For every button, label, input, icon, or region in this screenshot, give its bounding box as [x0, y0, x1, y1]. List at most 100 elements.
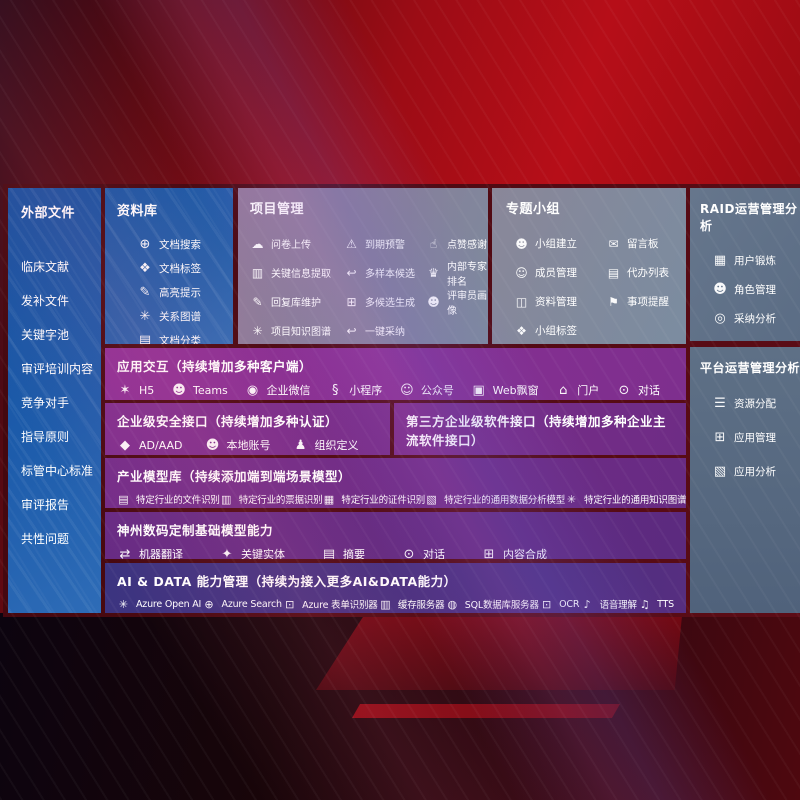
feature-label: 文档搜索: [159, 238, 201, 251]
tag-icon: ❖: [516, 323, 527, 338]
panel-project-management: 项目管理 ☁ 问卷上传 ⚠ 到期预警 ☝ 点赞感谢 ▥ 关键信息提取 ↩ 多样本…: [238, 188, 488, 344]
feature-item: ⊞ 内容合成: [481, 546, 547, 560]
feature-label: 本地账号: [226, 439, 271, 452]
feature-item: ▦ 用户锻炼: [712, 246, 800, 275]
feature-item: ☺ 公众号: [399, 382, 454, 398]
feature-item: ⊡ Azure 表单识别器: [283, 597, 378, 612]
list-item: 发补文件: [21, 283, 101, 317]
pencil-icon: ✎: [252, 294, 263, 309]
feature-label: Azure Search: [221, 598, 283, 610]
industry-list: ▤ 特定行业的文件识别 ▥ 特定行业的票据识别 ▦ 特定行业的证件识别 ▧ 特定…: [117, 492, 686, 507]
feature-item: ♪ 语音理解: [581, 597, 637, 612]
feature-label: 应用分析: [734, 465, 776, 478]
feature-item: ↗ 问题趋势: [712, 333, 800, 341]
content-compose-icon: ⊞: [483, 546, 495, 560]
external-files-list: 临床文献 发补文件 关键字池 审评培训内容 竞争对手 指导原则 标管中心标准 审…: [21, 249, 101, 555]
feature-item: ⊕ 文档搜索: [137, 232, 233, 256]
feature-label: 一键采纳: [365, 327, 405, 338]
cache-server-icon: ▥: [380, 597, 391, 611]
doc-extract-icon: ▥: [251, 265, 264, 280]
list-item-label: 竞争对手: [21, 395, 70, 410]
list-item: 关键字池: [21, 317, 101, 351]
list-item-label: 发补文件: [21, 293, 70, 308]
feature-label: 问卷上传: [271, 240, 311, 251]
openai-icon: ✳: [118, 597, 129, 611]
feature-label: 留言板: [627, 238, 659, 250]
repository-list: ⊕ 文档搜索 ❖ 文档标签 ✎ 高亮提示 ✳ 关系图谱 ▤ 文档分类: [117, 232, 233, 345]
feature-label: 小组标签: [535, 325, 577, 337]
official-account-icon: ☺: [400, 382, 414, 398]
feature-label: 关键实体: [241, 548, 285, 559]
list-item: 标管中心标准: [21, 453, 101, 487]
feature-item: ⚠ 到期预警: [344, 236, 426, 252]
band-title: 神州数码定制基础模型能力: [117, 523, 274, 538]
panel-topic-groups: 专题小组 ☻ 小组建立 ✉ 留言板 ☺ 成员管理 ▤ 代办列表 ◫ 资料管理: [492, 188, 686, 344]
ranking-icon: ♛: [428, 265, 439, 280]
feature-item: ✳ 项目知识图谱: [250, 323, 344, 339]
feature-label: TTS: [657, 598, 674, 610]
feature-item: ☻ 评审员画像: [426, 287, 488, 317]
panel-title: 资料库: [117, 204, 158, 219]
knowledge-graph-icon: ✳: [252, 323, 263, 338]
feature-item: ✎ 回复库维护: [250, 294, 344, 310]
feature-item: ⊕ Azure Search: [203, 599, 282, 610]
basemodel-list: ⇄ 机器翻译 ✦ 关键实体 ▤ 摘要 ⊙ 对话 ⊞ 内容合成: [117, 546, 674, 560]
org-define-icon: ♟: [294, 437, 307, 453]
feature-label: 语音理解: [599, 600, 637, 611]
knowledge-graph-model-icon: ✳: [566, 492, 577, 506]
feature-label: 代办列表: [627, 267, 669, 279]
feature-item: ✳ 关系图谱: [137, 304, 233, 328]
panel-platform-analysis: 平台运营管理分析 ☰ 资源分配 ⊞ 应用管理 ▧ 应用分析: [690, 347, 800, 613]
feature-item: ☻ 角色管理: [712, 275, 800, 304]
multi-generate-icon: ⊞: [346, 294, 357, 309]
feature-label: 小程序: [349, 384, 383, 397]
panel-title: 外部文件: [21, 206, 76, 221]
translate-icon: ⇄: [119, 546, 131, 560]
feature-label: 点赞感谢: [447, 240, 487, 251]
security-list: ◆ AD/AAD ☻ 本地账号 ♟ 组织定义: [117, 437, 378, 453]
feature-item: ⊞ 应用管理: [712, 420, 800, 454]
list-item-label: 审评培训内容: [21, 361, 94, 376]
feature-item: ✉ 留言板: [606, 236, 686, 251]
feature-label: 问题趋势: [734, 340, 776, 341]
thumbs-up-icon: ☝: [429, 236, 438, 251]
feature-item: ▧ 特定行业的通用数据分析模型: [425, 492, 565, 507]
highlight-icon: ✎: [139, 284, 151, 300]
feature-label: 用户锻炼: [734, 255, 776, 267]
feature-item: ▤ 文档分类: [137, 328, 233, 345]
feature-label: 资源分配: [734, 397, 776, 410]
feature-label: 角色管理: [734, 284, 776, 296]
cloud-upload-icon: ☁: [251, 236, 264, 251]
feature-item: ▤ 特定行业的文件识别: [117, 492, 220, 507]
feature-label: 高亮提示: [159, 286, 201, 299]
feature-item: ❖ 小组标签: [514, 323, 606, 338]
feature-label: 特定行业的通用知识图谱模型: [584, 495, 686, 506]
feature-item: ✳ Azure Open AI: [117, 599, 201, 610]
reply-icon: ↩: [346, 265, 357, 280]
feature-label: 小组建立: [535, 238, 577, 250]
monitor-stand-base: [352, 704, 620, 718]
feature-item: ⊡ OCR: [540, 599, 579, 610]
app-analysis-icon: ▧: [713, 463, 727, 479]
file-recognition-icon: ▤: [118, 492, 129, 506]
band-title: 应用交互（持续增加多种客户端）: [117, 359, 313, 374]
speech-icon: ♪: [583, 597, 591, 611]
feature-item: ▧ 应用分析: [712, 454, 800, 488]
feature-label: 对话: [638, 384, 660, 397]
feature-label: AD/AAD: [139, 438, 183, 452]
feature-item: ▣ Web飘窗: [471, 382, 538, 398]
album-icon: ◫: [515, 294, 528, 309]
feature-item: ✎ 高亮提示: [137, 280, 233, 304]
feature-item: ◆ AD/AAD: [117, 439, 183, 452]
feature-label: 关系图谱: [159, 310, 201, 323]
feature-label: 特定行业的票据识别: [238, 495, 323, 506]
teams-icon: ☻: [172, 382, 186, 398]
panel-external-files: 外部文件 临床文献 发补文件 关键字池 审评培训内容 竞争对手 指导原则 标管中…: [8, 188, 101, 613]
list-item-label: 关键字池: [21, 327, 70, 342]
bbs-icon: ✉: [608, 236, 619, 251]
tag-icon: ❖: [139, 260, 151, 276]
feature-item: ◎ 采纳分析: [712, 304, 800, 333]
feature-label: 公众号: [420, 384, 454, 397]
id-card-icon: ▦: [713, 253, 727, 268]
list-item-label: 指导原则: [21, 429, 70, 444]
